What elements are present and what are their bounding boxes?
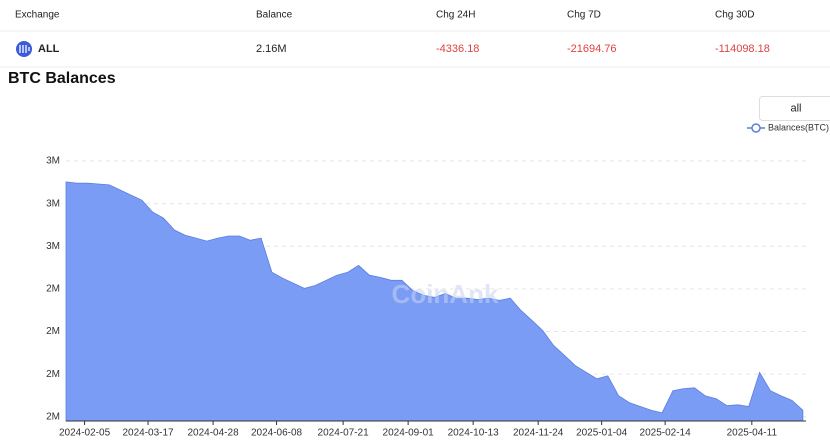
column-header: Exchange: [15, 10, 60, 21]
y-tick-label: 3M: [46, 198, 60, 209]
cell: -114098.18: [715, 43, 770, 55]
watermark: CoinAnk: [392, 279, 499, 309]
x-tick-label: 2024-06-08: [251, 428, 303, 439]
legend-label: Balances(BTC): [768, 122, 829, 132]
table-header: [0, 0, 830, 30]
cell: 2.16M: [256, 43, 287, 55]
cell: -21694.76: [567, 43, 617, 55]
y-tick-label: 3M: [46, 156, 60, 167]
x-tick-label: 2024-11-24: [513, 428, 564, 439]
y-tick-label: 3M: [46, 241, 60, 252]
x-tick-label: 2025-01-04: [576, 428, 628, 439]
x-tick-label: 2024-09-01: [383, 428, 435, 439]
table-row: ALL 2.16M -4336.18 -21694.76 -114098.18: [38, 43, 770, 55]
x-tick-label: 2024-03-17: [122, 428, 174, 439]
column-header: Chg 7D: [567, 10, 601, 21]
x-tick-label: 2024-02-05: [59, 428, 111, 439]
x-tick-label: 2024-10-13: [448, 428, 500, 439]
column-header: Chg 30D: [715, 10, 754, 21]
y-tick-label: 2M: [46, 411, 60, 422]
y-tick-label: 2M: [46, 326, 60, 337]
x-tick-label: 2025-04-11: [727, 428, 778, 439]
x-tick-label: 2024-07-21: [318, 428, 370, 439]
y-tick-label: 2M: [46, 369, 60, 380]
column-header: Chg 24H: [436, 10, 475, 21]
cell: -4336.18: [436, 43, 479, 55]
y-tick-label: 2M: [46, 284, 60, 295]
column-header: Balance: [256, 10, 293, 21]
cell: ALL: [38, 43, 60, 55]
chart-title: BTC Balances: [8, 70, 116, 87]
x-tick-label: 2025-02-14: [640, 428, 692, 439]
x-tick-label: 2024-04-28: [187, 428, 239, 439]
legend-marker: [752, 124, 760, 132]
range-button-label[interactable]: all: [790, 102, 801, 114]
